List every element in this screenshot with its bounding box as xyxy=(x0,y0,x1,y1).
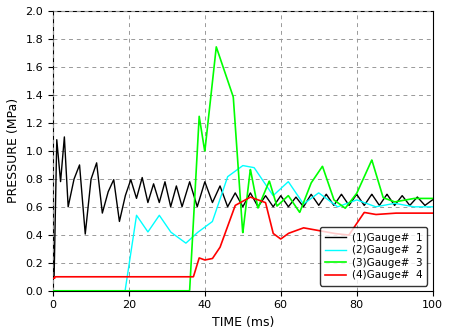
(3)Gauge#  3 xyxy=(70,289,75,293)
(3)Gauge#  3 xyxy=(235,159,240,163)
Line: (4)Gauge#  4: (4)Gauge# 4 xyxy=(53,197,432,278)
(4)Gauge#  4 xyxy=(70,275,75,279)
(1)Gauge#  1 xyxy=(62,135,67,139)
(4)Gauge#  4 xyxy=(235,202,240,206)
(3)Gauge#  3 xyxy=(50,289,56,293)
(3)Gauge#  3 xyxy=(430,197,435,201)
(4)Gauge#  4 xyxy=(248,195,253,199)
(4)Gauge#  4 xyxy=(430,211,435,215)
(4)Gauge#  4 xyxy=(419,211,424,215)
(2)Gauge#  2 xyxy=(50,289,56,293)
Line: (2)Gauge#  2: (2)Gauge# 2 xyxy=(53,166,432,291)
(3)Gauge#  3 xyxy=(419,197,424,201)
(4)Gauge#  4 xyxy=(50,276,56,280)
(4)Gauge#  4 xyxy=(225,225,230,229)
(1)Gauge#  1 xyxy=(231,194,236,198)
(1)Gauge#  1 xyxy=(50,275,56,279)
Line: (1)Gauge#  1: (1)Gauge# 1 xyxy=(53,137,432,277)
(4)Gauge#  4 xyxy=(349,228,355,233)
(1)Gauge#  1 xyxy=(326,196,332,200)
(3)Gauge#  3 xyxy=(225,78,230,82)
(3)Gauge#  3 xyxy=(349,198,355,202)
(1)Gauge#  1 xyxy=(210,200,215,204)
(1)Gauge#  1 xyxy=(430,198,435,202)
(2)Gauge#  2 xyxy=(349,200,355,204)
(4)Gauge#  4 xyxy=(419,211,424,215)
(2)Gauge#  2 xyxy=(419,205,424,209)
(2)Gauge#  2 xyxy=(225,175,230,179)
(2)Gauge#  2 xyxy=(240,164,246,168)
(2)Gauge#  2 xyxy=(430,205,435,209)
Line: (3)Gauge#  3: (3)Gauge# 3 xyxy=(53,47,432,291)
(2)Gauge#  2 xyxy=(419,205,424,209)
(1)Gauge#  1 xyxy=(400,194,405,198)
(3)Gauge#  3 xyxy=(419,197,424,201)
Legend: (1)Gauge#  1, (2)Gauge#  2, (3)Gauge#  3, (4)Gauge#  4: (1)Gauge# 1, (2)Gauge# 2, (3)Gauge# 3, (… xyxy=(320,227,428,286)
(3)Gauge#  3 xyxy=(214,45,219,49)
X-axis label: TIME (ms): TIME (ms) xyxy=(212,316,274,329)
(1)Gauge#  1 xyxy=(418,199,424,203)
Y-axis label: PRESSURE (MPa): PRESSURE (MPa) xyxy=(7,98,20,203)
(1)Gauge#  1 xyxy=(213,194,218,198)
(2)Gauge#  2 xyxy=(70,289,75,293)
(2)Gauge#  2 xyxy=(235,167,240,171)
